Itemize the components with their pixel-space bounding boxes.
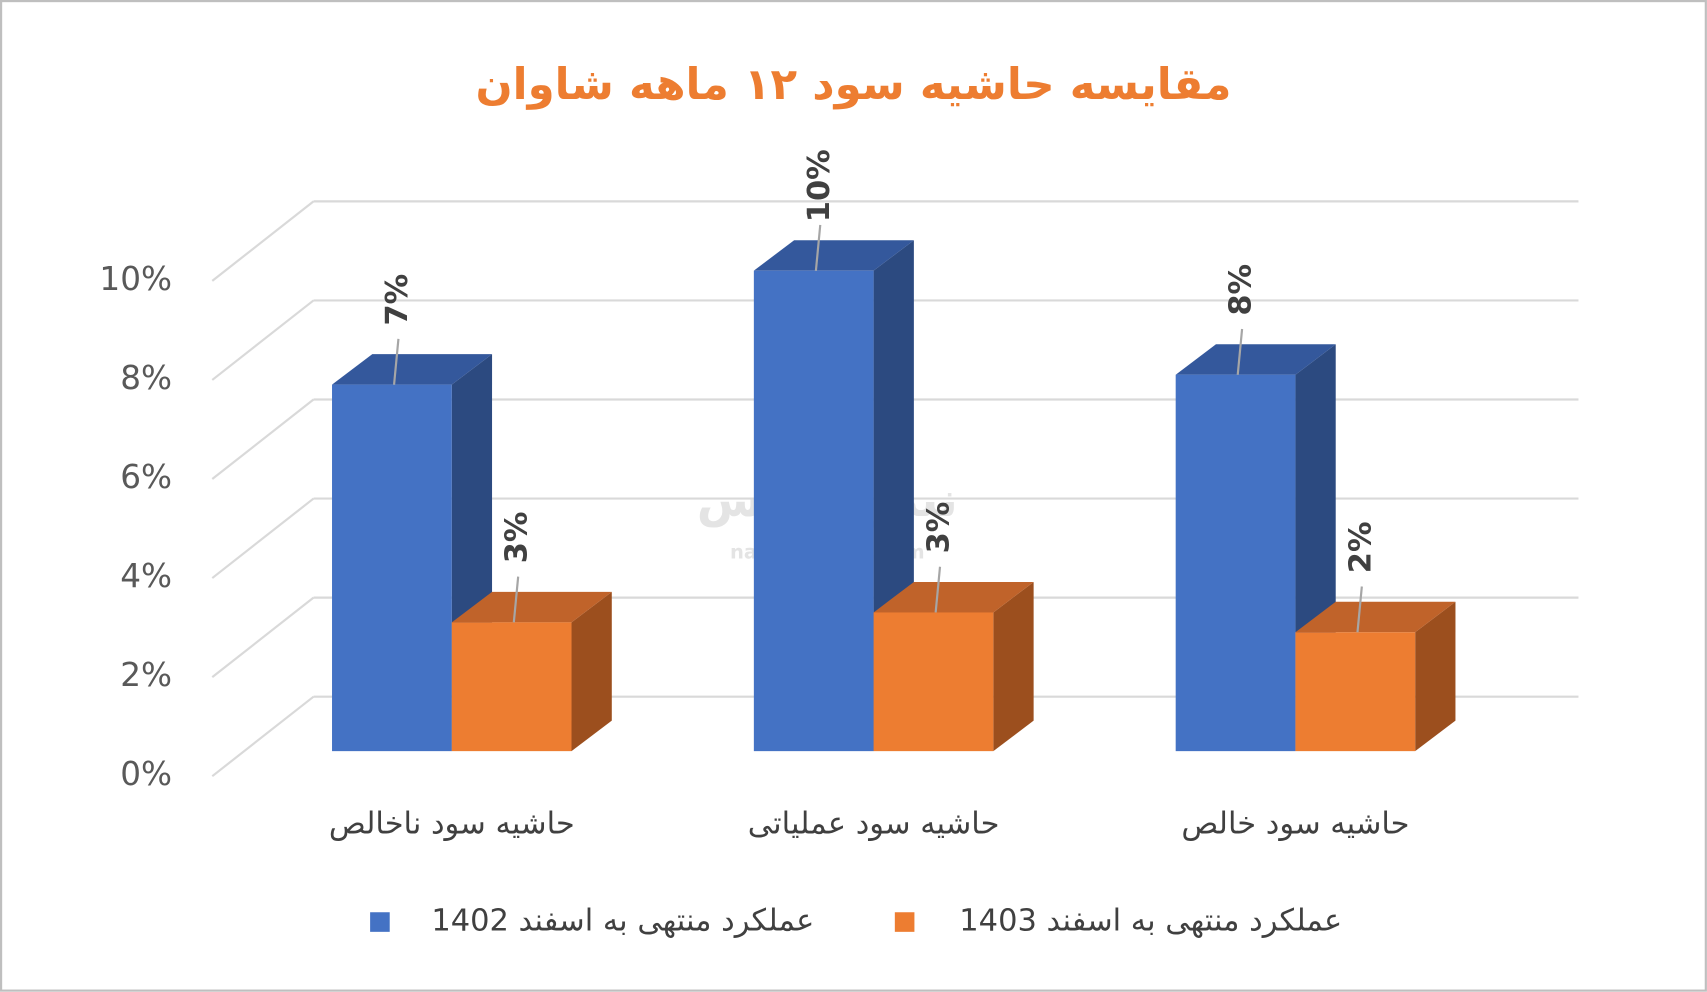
data-label: 8% bbox=[1224, 264, 1259, 316]
chart-title: مقایسه حاشیه سود ۱۲ ماهه شاوان bbox=[476, 60, 1232, 110]
legend-label: عملکرد منتهی به اسفند 1403 bbox=[959, 904, 1342, 939]
bar-side bbox=[1415, 601, 1456, 752]
data-label: 3% bbox=[500, 512, 535, 564]
bar bbox=[873, 612, 994, 752]
y-tick-label: 10% bbox=[99, 260, 172, 298]
leader-line bbox=[392, 338, 400, 385]
data-label: 10% bbox=[802, 149, 837, 222]
bar bbox=[1175, 374, 1296, 752]
y-tick-label: 6% bbox=[120, 458, 172, 496]
bar-side bbox=[993, 581, 1034, 752]
y-tick-label: 4% bbox=[120, 557, 172, 595]
grid-line bbox=[211, 398, 315, 480]
leader-line bbox=[1236, 328, 1244, 375]
bar-top bbox=[753, 240, 914, 271]
leader-line bbox=[512, 576, 520, 623]
x-tick-label: حاشیه سود عملیاتی bbox=[748, 807, 1000, 842]
grid-line bbox=[211, 497, 315, 579]
bar-top bbox=[451, 591, 612, 623]
data-label: 3% bbox=[922, 502, 957, 554]
bar bbox=[451, 622, 572, 752]
legend-label: عملکرد منتهی به اسفند 1402 bbox=[431, 904, 814, 939]
bar bbox=[1295, 632, 1416, 752]
legend-swatch bbox=[894, 912, 915, 932]
leader-line bbox=[934, 566, 942, 613]
grid-line bbox=[211, 596, 315, 678]
bar-side bbox=[571, 591, 612, 752]
bar bbox=[332, 384, 452, 752]
grid-line bbox=[211, 695, 315, 778]
bar-top bbox=[332, 354, 493, 385]
data-label: 2% bbox=[1343, 521, 1378, 573]
bar bbox=[753, 270, 874, 752]
x-tick-label: حاشیه سود ناخالص bbox=[329, 807, 575, 842]
grid-line bbox=[211, 200, 315, 282]
y-tick-label: 2% bbox=[120, 656, 172, 694]
y-tick-label: 8% bbox=[120, 359, 172, 397]
legend-swatch bbox=[370, 912, 390, 932]
data-label: 7% bbox=[380, 274, 415, 326]
y-tick-label: 0% bbox=[120, 755, 172, 793]
bar-top bbox=[1295, 601, 1456, 633]
bar-top bbox=[1175, 344, 1336, 375]
bar-top bbox=[873, 581, 1034, 613]
x-tick-label: حاشیه سود خالص bbox=[1181, 807, 1409, 842]
grid-line bbox=[211, 299, 315, 381]
leader-line bbox=[814, 224, 822, 271]
leader-line bbox=[1356, 586, 1363, 633]
